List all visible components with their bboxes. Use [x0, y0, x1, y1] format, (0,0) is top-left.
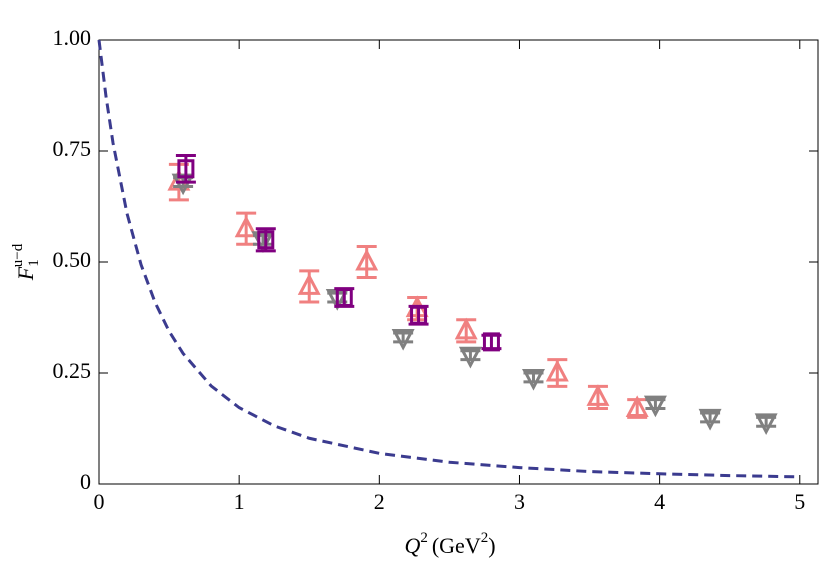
marker	[698, 408, 722, 431]
marker	[257, 230, 275, 250]
y-tick-label: 0.50	[53, 247, 92, 272]
y-tick-label: 0	[80, 469, 91, 494]
marker	[355, 248, 379, 271]
x-label-unit: (GeV	[432, 533, 481, 558]
x-tick-label: 3	[514, 489, 525, 514]
y-axis-label: F1u−d	[10, 243, 42, 281]
marker	[586, 384, 610, 406]
y-label-main: F	[13, 266, 38, 281]
x-label-unit-sup: 2	[481, 530, 489, 546]
model-curve	[97, 39, 800, 479]
marker	[410, 305, 428, 325]
marker	[335, 288, 353, 308]
marker	[458, 346, 482, 369]
x-tick-label: 5	[794, 489, 805, 514]
marker	[643, 395, 667, 418]
x-label-main: Q	[404, 533, 420, 558]
marker	[482, 332, 500, 352]
marker	[521, 368, 545, 391]
marker	[754, 413, 778, 436]
y-tick-label: 1.00	[53, 25, 92, 50]
marker	[297, 273, 321, 295]
marker	[234, 215, 258, 238]
x-axis-label: Q2 (GeV2)	[404, 530, 495, 558]
marker	[454, 317, 478, 340]
x-tick-label: 1	[234, 489, 245, 514]
x-tick-label: 0	[94, 489, 105, 514]
y-tick-label: 0.25	[53, 358, 92, 383]
y-label-sub: 1	[26, 259, 42, 267]
x-label-close: )	[488, 533, 495, 558]
y-tick-label: 0.75	[53, 136, 92, 161]
marker	[177, 159, 195, 179]
x-label-sup: 2	[420, 530, 428, 546]
x-tick-label: 2	[374, 489, 385, 514]
marker	[625, 395, 649, 418]
y-label-sup: u−d	[10, 243, 26, 267]
marker	[545, 359, 569, 382]
marker	[391, 328, 415, 351]
x-tick-label: 4	[654, 489, 665, 514]
